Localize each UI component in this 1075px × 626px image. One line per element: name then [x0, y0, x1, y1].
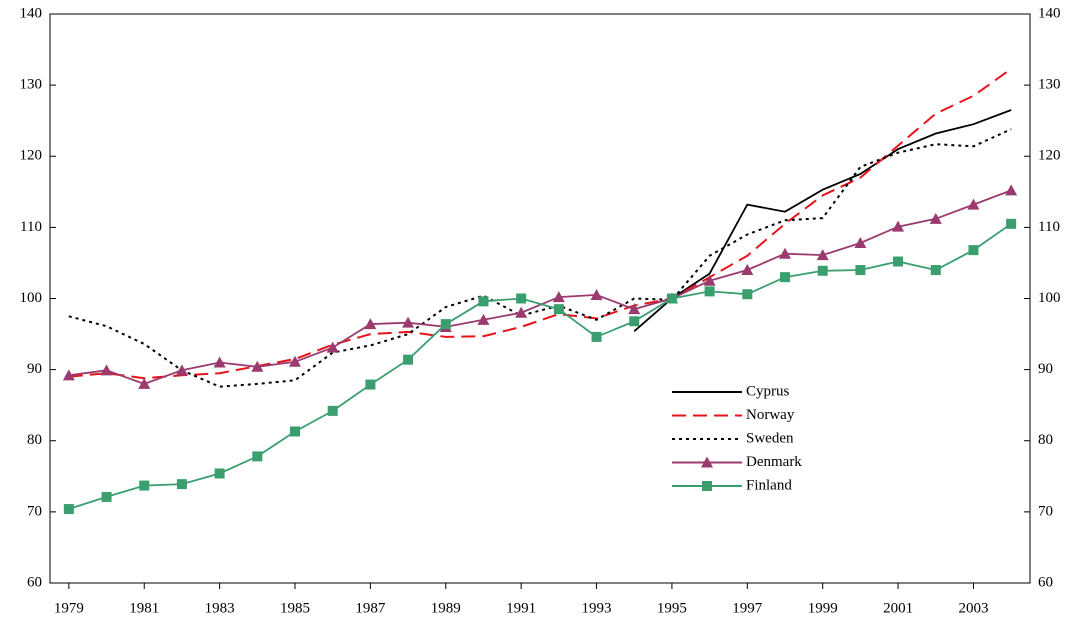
point-marker — [703, 274, 716, 286]
legend-label: Denmark — [746, 454, 802, 470]
legend-marker — [702, 481, 712, 491]
y2-tick-label: 80 — [1038, 432, 1053, 448]
point-marker — [440, 319, 451, 330]
point-marker — [854, 237, 867, 249]
y-tick-label: 80 — [27, 432, 42, 448]
point-marker — [591, 331, 602, 342]
point-marker — [590, 288, 603, 300]
x-tick-label: 1989 — [431, 600, 461, 616]
y2-tick-label: 130 — [1038, 77, 1061, 93]
point-marker — [666, 293, 677, 304]
point-marker — [175, 364, 188, 376]
y-tick-label: 100 — [20, 290, 43, 306]
point-marker — [780, 272, 790, 283]
point-marker — [290, 426, 300, 437]
x-tick-label: 1997 — [732, 600, 763, 616]
point-marker — [930, 265, 941, 276]
point-marker — [252, 451, 263, 462]
point-marker — [176, 479, 187, 490]
point-marker — [1006, 218, 1017, 229]
legend-marker — [701, 456, 713, 468]
point-marker — [741, 264, 754, 276]
legend-label: Cyprus — [746, 383, 790, 399]
x-tick-label: 1985 — [280, 600, 310, 616]
series-line — [633, 109, 1012, 332]
point-marker — [214, 468, 225, 479]
point-marker — [929, 212, 942, 224]
point-marker — [62, 369, 75, 381]
point-marker — [967, 198, 980, 210]
point-marker — [365, 379, 376, 390]
point-marker — [516, 293, 527, 304]
point-marker — [477, 313, 490, 325]
y2-tick-label: 140 — [1038, 5, 1061, 21]
x-tick-label: 1991 — [506, 600, 536, 616]
point-marker — [138, 377, 151, 389]
y2-tick-label: 60 — [1038, 574, 1053, 590]
point-marker — [327, 405, 338, 416]
point-marker — [779, 247, 791, 259]
point-marker — [553, 304, 564, 315]
point-marker — [1005, 184, 1018, 196]
point-marker — [552, 291, 565, 303]
x-tick-label: 1993 — [582, 600, 612, 616]
point-marker — [213, 356, 226, 368]
point-marker — [403, 354, 414, 365]
y-tick-label: 140 — [20, 5, 43, 21]
point-marker — [515, 306, 528, 318]
point-marker — [364, 318, 377, 330]
point-marker — [628, 303, 641, 315]
y-tick-label: 130 — [20, 77, 43, 93]
point-marker — [892, 220, 905, 232]
y-tick-label: 70 — [27, 503, 42, 519]
x-tick-label: 1995 — [657, 600, 687, 616]
point-marker — [101, 491, 112, 502]
legend-label: Norway — [746, 407, 795, 423]
point-marker — [100, 364, 113, 376]
point-marker — [968, 245, 979, 256]
point-marker — [742, 289, 753, 300]
point-marker — [855, 265, 866, 276]
y-tick-label: 60 — [27, 574, 42, 590]
y2-tick-label: 110 — [1038, 219, 1060, 235]
point-marker — [289, 355, 301, 367]
x-tick-label: 2003 — [958, 600, 988, 616]
point-marker — [63, 504, 74, 515]
legend-label: Finland — [746, 477, 792, 493]
y2-tick-label: 120 — [1038, 148, 1061, 164]
point-marker — [629, 316, 640, 327]
legend-label: Sweden — [746, 430, 794, 446]
series-line — [68, 223, 1012, 510]
point-marker — [402, 316, 415, 328]
point-marker — [251, 360, 264, 372]
point-marker — [893, 256, 904, 267]
y-tick-label: 120 — [20, 148, 43, 164]
y2-tick-label: 100 — [1038, 290, 1061, 306]
point-marker — [326, 341, 339, 353]
series-line — [68, 67, 1012, 380]
y2-tick-label: 70 — [1038, 503, 1053, 519]
y2-tick-label: 90 — [1038, 361, 1053, 377]
x-tick-label: 2001 — [883, 600, 913, 616]
x-tick-label: 1981 — [129, 600, 159, 616]
y-tick-label: 90 — [27, 361, 42, 377]
x-tick-label: 1999 — [808, 600, 838, 616]
point-marker — [139, 480, 150, 491]
point-marker — [704, 286, 715, 297]
x-tick-label: 1983 — [205, 600, 235, 616]
series-line — [68, 189, 1012, 385]
y-tick-label: 110 — [20, 219, 42, 235]
plot-frame — [49, 13, 1031, 584]
point-marker — [478, 296, 489, 307]
x-tick-label: 1987 — [355, 600, 386, 616]
point-marker — [817, 265, 828, 276]
point-marker — [816, 249, 829, 261]
x-tick-label: 1979 — [54, 600, 84, 616]
